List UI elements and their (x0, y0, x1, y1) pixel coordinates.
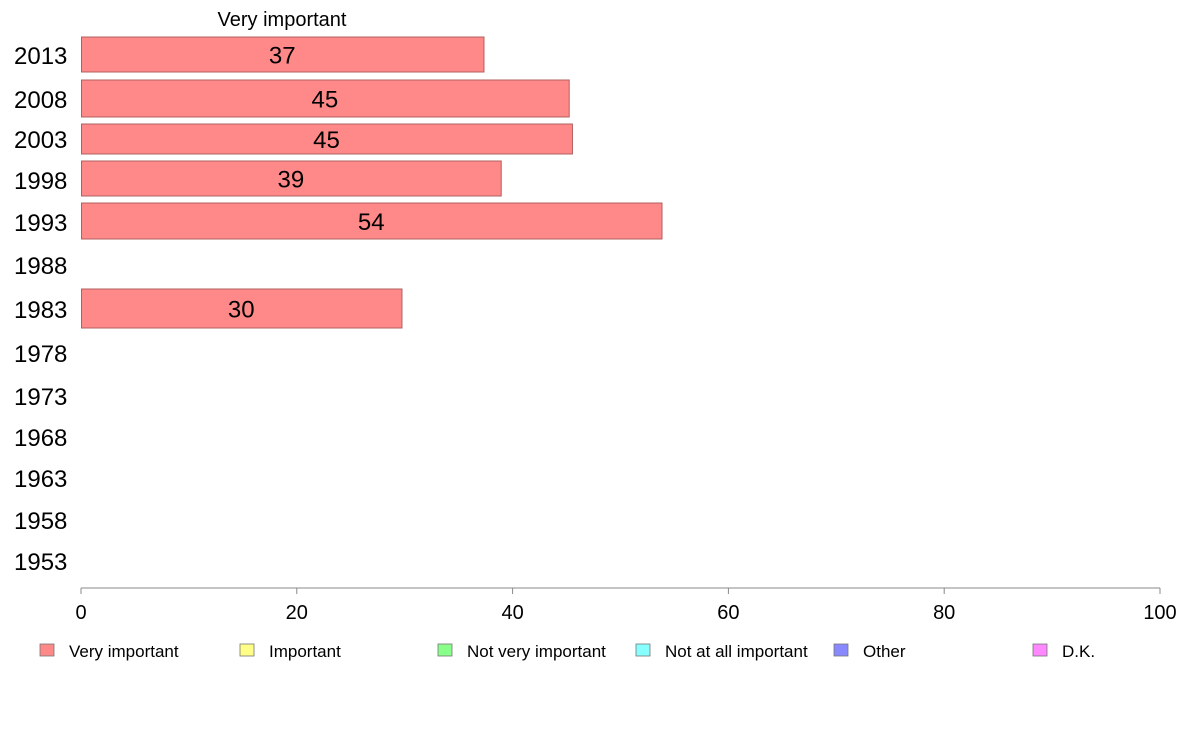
bar-value-label-1998: 39 (278, 167, 305, 194)
legend-label-d-k: D.K. (1062, 642, 1095, 661)
bar-1998 (81, 160, 502, 197)
year-label-1973: 1973 (14, 384, 67, 411)
x-axis: 0 20 40 60 80 100 (75, 587, 1177, 624)
bar-2013 (81, 36, 485, 73)
bar-1983 (81, 288, 403, 329)
bar-value-label-2013: 37 (269, 43, 296, 70)
legend-label-important: Important (269, 642, 341, 661)
year-label-2013: 2013 (14, 43, 67, 70)
x-tick-label-0: 0 (75, 602, 86, 624)
legend-swatch-very-important (39, 643, 55, 657)
bar-value-label-2003: 45 (313, 127, 340, 154)
legend-swatch-not-at-all-important (635, 643, 651, 657)
year-label-1998: 1998 (14, 168, 67, 195)
bar-value-label-1993: 54 (358, 209, 385, 236)
bars-group: 37 45 45 39 54 30 (81, 36, 663, 329)
year-label-1953: 1953 (14, 549, 67, 576)
x-tick-label-100: 100 (1143, 602, 1176, 624)
year-label-1963: 1963 (14, 466, 67, 493)
year-label-1983: 1983 (14, 297, 67, 324)
legend-swatch-d-k (1032, 643, 1048, 657)
x-tick-label-80: 80 (933, 602, 955, 624)
bar-value-label-2008: 45 (312, 87, 339, 114)
year-label-1993: 1993 (14, 210, 67, 237)
legend-label-other: Other (863, 642, 906, 661)
legend-label-not-at-all-important: Not at all important (665, 642, 808, 661)
year-label-2008: 2008 (14, 87, 67, 114)
year-label-2003: 2003 (14, 127, 67, 154)
x-tick-label-20: 20 (286, 602, 308, 624)
bar-value-label-1983: 30 (228, 297, 255, 324)
bar-1993 (81, 202, 663, 240)
bar-2003 (81, 123, 573, 155)
year-label-1978: 1978 (14, 341, 67, 368)
year-label-1958: 1958 (14, 508, 67, 535)
legend-label-very-important: Very important (69, 642, 179, 661)
x-tick-label-40: 40 (501, 602, 523, 624)
legend-swatch-other (833, 643, 849, 657)
year-label-1988: 1988 (14, 253, 67, 280)
series-header: Very important (218, 9, 347, 31)
legend: Very important Important Not very importan… (39, 642, 1095, 661)
x-tick-label-60: 60 (717, 602, 739, 624)
legend-label-not-very-important: Not very important (467, 642, 606, 661)
bar-2008 (81, 79, 570, 118)
year-labels-group: 2013 2008 2003 1998 1993 1988 1983 1978 1973 1968… (14, 43, 67, 576)
year-label-1968: 1968 (14, 425, 67, 452)
legend-swatch-not-very-important (437, 643, 453, 657)
legend-swatch-important (239, 643, 255, 657)
